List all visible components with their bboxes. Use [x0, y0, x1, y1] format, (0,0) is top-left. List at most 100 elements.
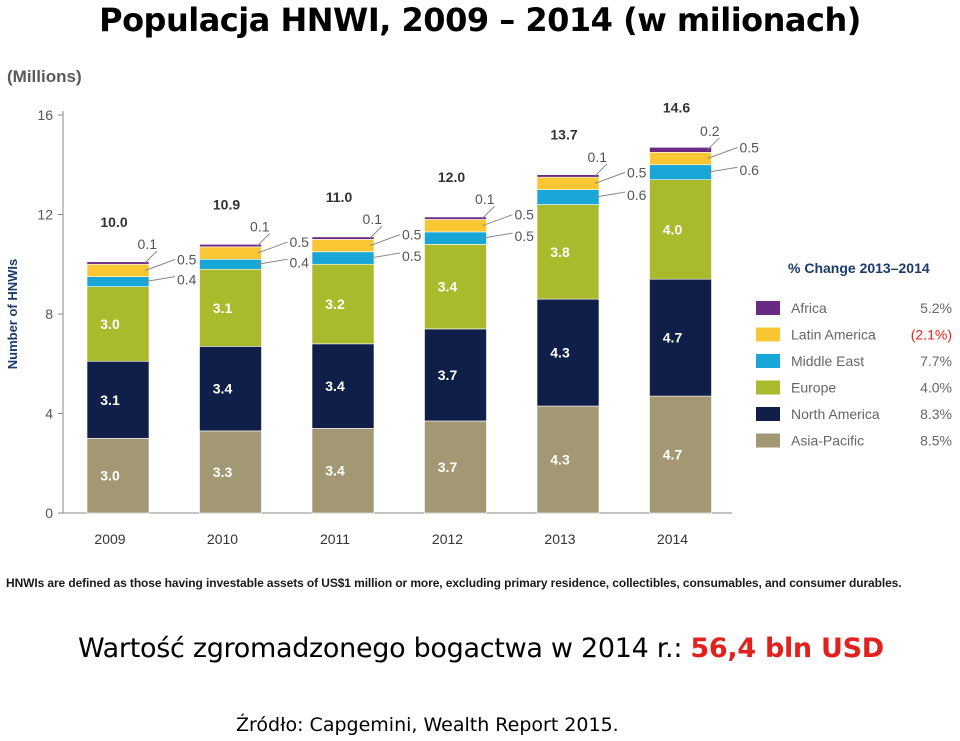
bar-value-label: 4.7: [663, 447, 683, 463]
callout-leader: [482, 232, 513, 239]
legend-change-value: 4.0%: [920, 380, 952, 396]
latin-america-value-label: 0.5: [402, 227, 422, 243]
x-tick-label: 2012: [432, 531, 463, 547]
latin-america-value-label: 0.5: [627, 164, 647, 180]
bar-value-label: 4.0: [663, 221, 683, 237]
callout-leader: [594, 171, 626, 184]
callout-leader: [369, 234, 401, 247]
legend-label: Africa: [791, 300, 827, 316]
middle-east-value-label: 0.5: [402, 248, 422, 264]
legend-change-value: 8.3%: [920, 406, 952, 422]
africa-value-label: 0.1: [363, 211, 383, 227]
legend-label: Europe: [791, 380, 836, 396]
legend-label: Latin America: [791, 327, 876, 343]
middle-east-value-label: 0.6: [740, 162, 760, 178]
bar-value-label: 3.1: [100, 392, 120, 408]
bar-segment-europe: [86, 286, 150, 362]
bar-segment-europe: [536, 204, 600, 300]
x-tick-label: 2011: [320, 531, 350, 547]
wealth-summary: Wartość zgromadzonego bogactwa w 2014 r.…: [78, 633, 884, 664]
y-tick-label: 8: [45, 306, 53, 322]
legend-label: North America: [791, 406, 880, 422]
wealth-summary-text: Wartość zgromadzonego bogactwa w 2014 r.…: [78, 633, 691, 664]
bar-segment-latin-america: [536, 176, 600, 190]
bar-value-label: 3.4: [325, 463, 345, 479]
x-tick-label: 2010: [207, 531, 238, 547]
bar-segment-middle-east: [311, 251, 375, 265]
legend-swatch: [756, 327, 780, 342]
bar-value-label: 3.4: [325, 378, 345, 394]
bar-segment-asia-pacific: [311, 428, 375, 514]
y-axis-label: Number of HNWIs: [5, 259, 20, 370]
callout-leader: [369, 252, 401, 259]
africa-value-label: 0.1: [475, 191, 495, 207]
callout-leader: [707, 147, 738, 160]
legend-change-value: 8.5%: [920, 433, 952, 449]
bar-segment-middle-east: [199, 258, 262, 270]
bar-value-label: 3.1: [213, 300, 233, 316]
y-tick-label: 12: [37, 207, 53, 223]
bar-segment-latin-america: [199, 246, 262, 260]
callout-leader: [594, 191, 626, 198]
callout-leader: [144, 258, 176, 271]
bar-segment-middle-east: [424, 231, 487, 245]
source-note: Źródło: Capgemini, Wealth Report 2015.: [236, 714, 619, 736]
bar-segment-middle-east: [536, 189, 600, 205]
x-tick-label: 2009: [94, 531, 125, 547]
callout-leader: [482, 205, 495, 219]
slide-title: Populacja HNWI, 2009 – 2014 (w milionach…: [99, 1, 861, 39]
middle-east-value-label: 0.6: [627, 187, 647, 203]
bar-segment-asia-pacific: [86, 438, 150, 514]
legend-label: Asia-Pacific: [791, 433, 864, 449]
callout-leader: [257, 258, 288, 265]
callout-leader: [369, 225, 383, 239]
bar-value-label: 3.0: [100, 468, 120, 484]
wealth-summary-value: 56,4 bln USD: [690, 633, 884, 664]
latin-america-value-label: 0.5: [290, 234, 310, 250]
legend-swatch: [756, 380, 780, 395]
bar-segment-north-america: [424, 328, 487, 422]
bar-value-label: 4.3: [550, 452, 570, 468]
legend-title: % Change 2013–2014: [788, 260, 930, 276]
bar-segment-africa: [199, 244, 262, 248]
callout-leader: [257, 233, 270, 246]
bar-segment-europe: [311, 263, 375, 345]
legend-swatch: [756, 301, 780, 315]
bar-segment-north-america: [86, 360, 150, 439]
bar-value-label: 3.7: [438, 459, 458, 475]
callout-leader: [482, 214, 513, 227]
latin-america-value-label: 0.5: [177, 251, 197, 267]
middle-east-value-label: 0.5: [515, 228, 535, 244]
callout-leader: [257, 241, 288, 254]
bar-segment-africa: [86, 261, 150, 265]
bar-total-label: 14.6: [663, 99, 690, 115]
callout-leader: [707, 166, 738, 173]
y-tick-label: 0: [45, 505, 53, 521]
bar-value-label: 4.3: [550, 345, 570, 361]
callout-leader: [594, 163, 608, 177]
latin-america-value-label: 0.5: [740, 140, 760, 156]
hnwi-stacked-bar-chart: (Millions) Number of HNWIs 0 4 8 12 16 3.0 3.1 3.…: [5, 67, 952, 547]
bar-segment-africa: [649, 147, 712, 153]
middle-east-value-label: 0.4: [177, 272, 197, 288]
bar-total-label: 13.7: [550, 127, 577, 143]
latin-america-value-label: 0.5: [515, 207, 535, 223]
bar-segment-asia-pacific: [649, 395, 712, 514]
callout-leader: [144, 276, 176, 283]
africa-value-label: 0.1: [250, 219, 270, 235]
bar-value-label: 3.0: [100, 316, 120, 332]
legend-swatch: [756, 354, 780, 368]
bar-segment-africa: [536, 174, 600, 178]
bar-segment-asia-pacific: [536, 405, 600, 514]
bar-segment-africa: [424, 216, 487, 220]
bar-segment-latin-america: [311, 239, 375, 253]
unit-label: (Millions): [7, 67, 82, 86]
callout-leader: [707, 137, 720, 151]
legend-swatch: [756, 433, 780, 448]
bar-value-label: 3.3: [213, 464, 233, 480]
bar-segment-north-america: [199, 346, 262, 432]
bar-value-label: 3.4: [213, 381, 233, 397]
bar-segment-asia-pacific: [199, 430, 262, 514]
x-tick-label: 2013: [544, 531, 575, 547]
legend-swatch: [756, 407, 780, 421]
